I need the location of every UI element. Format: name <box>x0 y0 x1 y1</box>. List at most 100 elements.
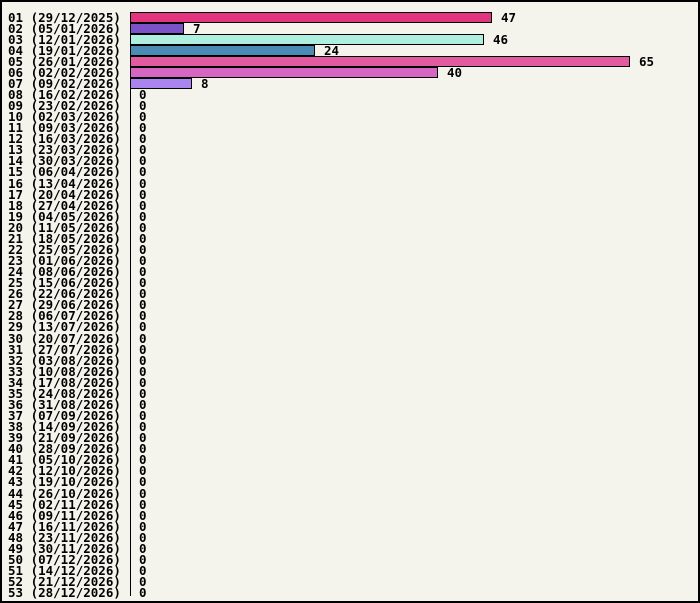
category-label: 06 (02/02/2026) <box>8 64 121 80</box>
category-label: 13 (23/03/2026) <box>8 142 121 158</box>
chart-row: 08 (16/02/2026) 0 <box>2 86 698 102</box>
bar-value-label: 65 <box>639 53 655 69</box>
chart-row: 39 (21/09/2026) 0 <box>2 431 698 444</box>
bar-value-label: 0 <box>139 208 147 224</box>
bar-value-label: 0 <box>139 241 147 257</box>
chart-row: 14 (30/03/2026) 0 <box>2 153 698 169</box>
category-label: 33 (10/08/2026) <box>8 363 121 379</box>
bar-value-label: 24 <box>324 42 340 58</box>
category-label: 30 (20/07/2026) <box>8 330 121 346</box>
chart-row: 51 (14/12/2026) 0 <box>2 563 698 578</box>
bar-value-label: 0 <box>139 540 147 556</box>
chart-row: 44 (26/10/2026) 0 <box>2 485 698 501</box>
category-label: 36 (31/08/2026) <box>8 396 121 412</box>
chart-row: 35 (24/08/2026) 0 <box>2 385 698 401</box>
category-label: 09 (23/02/2026) <box>8 98 121 114</box>
bar-value-label: 0 <box>139 363 147 379</box>
category-label: 23 (01/06/2026) <box>8 253 121 269</box>
category-label: 03 (12/01/2026) <box>8 31 121 47</box>
bar-value-label: 8 <box>201 75 209 91</box>
chart-row: 34 (17/08/2026) 0 <box>2 374 698 390</box>
chart-row: 32 (03/08/2026) 0 <box>2 352 698 368</box>
bar-value-label: 0 <box>139 452 147 468</box>
chart-row: 46 (09/11/2026) 0 <box>2 507 698 523</box>
chart-row: 13 (23/03/2026) 0 <box>2 142 698 158</box>
bar-value-label: 0 <box>139 585 147 601</box>
chart-row: 10 (02/03/2026) 0 <box>2 109 698 125</box>
bar-value-label: 0 <box>139 441 147 457</box>
category-label: 29 (13/07/2026) <box>8 319 121 335</box>
category-label: 15 (06/04/2026) <box>8 164 121 180</box>
bar-value-label: 0 <box>139 408 147 424</box>
bar-value-label: 0 <box>139 529 147 545</box>
category-label: 41 (05/10/2026) <box>8 452 121 468</box>
category-label: 47 (16/11/2026) <box>8 518 121 534</box>
category-label: 50 (07/12/2026) <box>8 551 121 567</box>
chart-row: 09 (23/02/2026) 0 <box>2 98 698 114</box>
chart-row: 40 (28/09/2026) 0 <box>2 441 698 457</box>
category-label: 34 (17/08/2026) <box>8 374 121 390</box>
category-label: 14 (30/03/2026) <box>8 153 121 169</box>
chart-row: 38 (14/09/2026) 0 <box>2 420 698 433</box>
y-axis-line <box>130 11 131 597</box>
chart-row: 01 (29/12/2025) 47 <box>2 11 698 24</box>
bar-week-06 <box>130 66 438 78</box>
category-label: 10 (02/03/2026) <box>8 109 121 125</box>
chart-row: 22 (25/05/2026) 0 <box>2 241 698 257</box>
chart-row: 24 (08/06/2026) 0 <box>2 265 698 278</box>
category-label: 32 (03/08/2026) <box>8 352 121 368</box>
bar-value-label: 0 <box>139 374 147 390</box>
category-label: 26 (22/06/2026) <box>8 286 121 302</box>
category-label: 16 (13/04/2026) <box>8 175 121 191</box>
bar-value-label: 46 <box>493 31 509 47</box>
bar-value-label: 0 <box>139 463 147 479</box>
chart-row: 52 (21/12/2026) 0 <box>2 575 698 588</box>
bar-value-label: 0 <box>139 563 147 578</box>
category-label: 19 (04/05/2026) <box>8 208 121 224</box>
chart-row: 37 (07/09/2026) 0 <box>2 408 698 424</box>
bar-value-label: 0 <box>139 219 147 235</box>
chart-row: 45 (02/11/2026) 0 <box>2 498 698 511</box>
chart-row: 29 (13/07/2026) 0 <box>2 319 698 335</box>
bar-value-label: 0 <box>139 396 147 412</box>
bar-value-label: 0 <box>139 164 147 180</box>
category-label: 31 (27/07/2026) <box>8 341 121 357</box>
bar-value-label: 0 <box>139 485 147 501</box>
chart-row: 03 (12/01/2026) 46 <box>2 31 698 47</box>
category-label: 05 (26/01/2026) <box>8 53 121 69</box>
bar-value-label: 0 <box>139 518 147 534</box>
bar-value-label: 7 <box>193 20 201 36</box>
bar-value-label: 0 <box>139 109 147 125</box>
bar-week-05 <box>130 55 630 67</box>
chart-row: 41 (05/10/2026) 0 <box>2 452 698 468</box>
bar-value-label: 0 <box>139 330 147 346</box>
category-label: 42 (12/10/2026) <box>8 463 121 479</box>
category-label: 12 (16/03/2026) <box>8 131 121 147</box>
bar-week-02 <box>130 22 184 34</box>
bar-value-label: 0 <box>139 341 147 357</box>
bar-week-03 <box>130 33 484 45</box>
category-label: 02 (05/01/2026) <box>8 20 121 36</box>
bar-value-label: 0 <box>139 86 147 102</box>
bar-value-label: 40 <box>447 64 463 80</box>
chart-row: 36 (31/08/2026) 0 <box>2 396 698 412</box>
chart-row: 04 (19/01/2026) 24 <box>2 42 698 58</box>
bar-value-label: 0 <box>139 507 147 523</box>
bar-value-label: 0 <box>139 286 147 302</box>
bar-value-label: 0 <box>139 98 147 114</box>
category-label: 35 (24/08/2026) <box>8 385 121 401</box>
bar-value-label: 0 <box>139 197 147 213</box>
chart-row: 42 (12/10/2026) 0 <box>2 463 698 479</box>
category-label: 22 (25/05/2026) <box>8 241 121 257</box>
category-label: 51 (14/12/2026) <box>8 563 121 578</box>
category-label: 11 (09/03/2026) <box>8 120 121 136</box>
chart-row: 05 (26/01/2026) 65 <box>2 53 698 69</box>
bar-value-label: 0 <box>139 131 147 147</box>
bar-week-07 <box>130 77 192 89</box>
bar-value-label: 0 <box>139 186 147 202</box>
category-label: 53 (28/12/2026) <box>8 585 121 601</box>
chart-row: 43 (19/10/2026) 0 <box>2 476 698 489</box>
category-label: 27 (29/06/2026) <box>8 297 121 313</box>
bar-value-label: 0 <box>139 551 147 567</box>
